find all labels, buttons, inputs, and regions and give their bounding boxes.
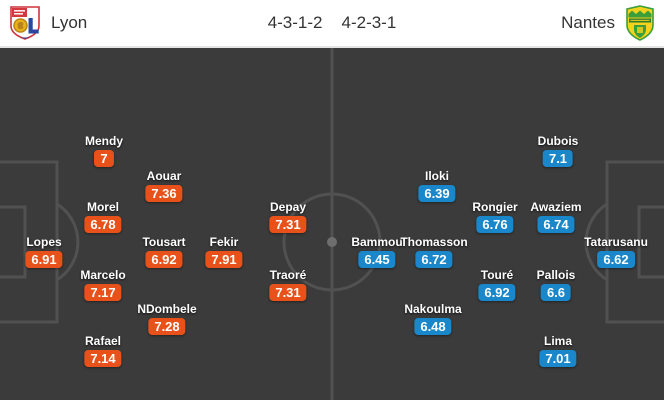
player-rating-badge: 7.31 bbox=[269, 284, 307, 301]
left-goal-area bbox=[0, 205, 27, 279]
player-away[interactable]: Iloki 6.39 bbox=[418, 169, 456, 202]
player-name: Tatarusanu bbox=[584, 235, 648, 249]
player-name: Fekir bbox=[209, 235, 239, 249]
player-name: Aouar bbox=[146, 169, 182, 183]
center-spot bbox=[327, 237, 337, 247]
home-formation: 4-3-1-2 bbox=[267, 13, 323, 32]
player-rating-badge: 6.62 bbox=[597, 251, 635, 268]
player-name: Iloki bbox=[424, 169, 449, 183]
player-away[interactable]: Nakoulma 6.48 bbox=[404, 302, 462, 335]
player-rating-badge: 6.78 bbox=[84, 216, 122, 233]
away-formation: 4-2-3-1 bbox=[341, 13, 397, 32]
player-home[interactable]: Lopes 6.91 bbox=[25, 235, 63, 268]
player-home[interactable]: Depay 7.31 bbox=[269, 200, 307, 233]
player-rating-badge: 6.48 bbox=[414, 318, 452, 335]
center-circle bbox=[282, 192, 382, 292]
player-rating-badge: 7.28 bbox=[148, 318, 186, 335]
player-home[interactable]: Morel 6.78 bbox=[84, 200, 122, 233]
player-name: Morel bbox=[86, 200, 119, 214]
player-name: Touré bbox=[480, 268, 514, 282]
lyon-logo bbox=[10, 6, 40, 40]
player-away[interactable]: Dubois 7.1 bbox=[537, 134, 579, 167]
player-home[interactable]: Marcelo 7.17 bbox=[80, 268, 126, 301]
player-rating-badge: 7.14 bbox=[84, 350, 122, 367]
player-name: Thomasson bbox=[400, 235, 468, 249]
player-rating-badge: 6.92 bbox=[145, 251, 183, 268]
player-home[interactable]: Mendy 7 bbox=[85, 135, 123, 167]
player-away[interactable]: Pallois 6.6 bbox=[536, 268, 576, 301]
player-name: Bammou bbox=[351, 235, 403, 249]
player-rating-badge: 6.39 bbox=[418, 185, 456, 202]
player-rating-badge: 7.31 bbox=[269, 216, 307, 233]
player-name: Rongier bbox=[472, 200, 518, 214]
player-away[interactable]: Lima 7.01 bbox=[539, 334, 577, 367]
home-team-name: Lyon bbox=[51, 13, 88, 32]
away-team: Nantes bbox=[561, 5, 656, 41]
player-name: Traoré bbox=[269, 268, 307, 282]
away-team-name: Nantes bbox=[561, 13, 615, 32]
player-name: Pallois bbox=[536, 268, 576, 282]
player-away[interactable]: Thomasson 6.72 bbox=[400, 235, 468, 268]
player-name: Lopes bbox=[26, 235, 62, 249]
player-home[interactable]: Traoré 7.31 bbox=[269, 268, 307, 301]
player-name: Rafael bbox=[84, 334, 122, 348]
player-name: Marcelo bbox=[80, 268, 126, 282]
player-away[interactable]: Awaziem 6.74 bbox=[530, 200, 582, 233]
player-home[interactable]: Tousart 6.92 bbox=[142, 235, 186, 268]
player-home[interactable]: NDombele 7.28 bbox=[137, 302, 197, 335]
player-rating-badge: 7.36 bbox=[145, 185, 183, 202]
player-home[interactable]: Fekir 7.91 bbox=[205, 235, 243, 268]
player-name: Mendy bbox=[84, 134, 124, 148]
player-name: NDombele bbox=[137, 302, 197, 316]
player-rating-badge: 6.76 bbox=[476, 216, 514, 233]
player-home[interactable]: Aouar 7.36 bbox=[145, 169, 183, 202]
player-name: Lima bbox=[543, 334, 572, 348]
pitch-markings bbox=[0, 48, 664, 400]
player-rating-badge: 7.1 bbox=[542, 150, 574, 167]
player-rating-badge: 6.92 bbox=[478, 284, 516, 301]
player-name: Tousart bbox=[142, 235, 186, 249]
player-rating-badge: 6.91 bbox=[25, 251, 63, 268]
player-name: Nakoulma bbox=[404, 302, 462, 316]
player-rating-badge: 6.74 bbox=[537, 216, 575, 233]
player-away[interactable]: Tatarusanu 6.62 bbox=[584, 236, 648, 268]
right-penalty-box bbox=[605, 160, 664, 324]
player-away[interactable]: Touré 6.92 bbox=[478, 268, 516, 301]
formations: 4-3-1-2 4-2-3-1 bbox=[268, 0, 397, 46]
player-rating-badge: 7 bbox=[94, 150, 114, 167]
match-header: Lyon 4-3-1-2 4-2-3-1 Nantes bbox=[0, 0, 664, 48]
player-away[interactable]: Bammou 6.45 bbox=[351, 235, 403, 268]
player-rating-badge: 7.17 bbox=[84, 284, 122, 301]
left-penalty-box bbox=[0, 160, 59, 324]
player-home[interactable]: Rafael 7.14 bbox=[84, 334, 122, 367]
player-rating-badge: 6.72 bbox=[415, 251, 453, 268]
left-penalty-arc bbox=[56, 202, 80, 282]
home-team: Lyon bbox=[8, 5, 87, 41]
player-rating-badge: 7.91 bbox=[205, 251, 243, 268]
player-rating-badge: 7.01 bbox=[539, 350, 577, 367]
player-name: Depay bbox=[269, 200, 307, 214]
player-name: Dubois bbox=[537, 134, 579, 148]
player-name: Awaziem bbox=[530, 200, 582, 214]
nantes-logo bbox=[626, 5, 654, 41]
right-penalty-arc bbox=[584, 202, 608, 282]
pitch: Lopes 6.91 Mendy 7 Morel 6.78 Marcelo 7.… bbox=[0, 48, 664, 400]
player-rating-badge: 6.6 bbox=[540, 284, 572, 301]
right-goal-area bbox=[637, 205, 664, 279]
player-away[interactable]: Rongier 6.76 bbox=[472, 200, 518, 233]
player-rating-badge: 6.45 bbox=[358, 251, 396, 268]
